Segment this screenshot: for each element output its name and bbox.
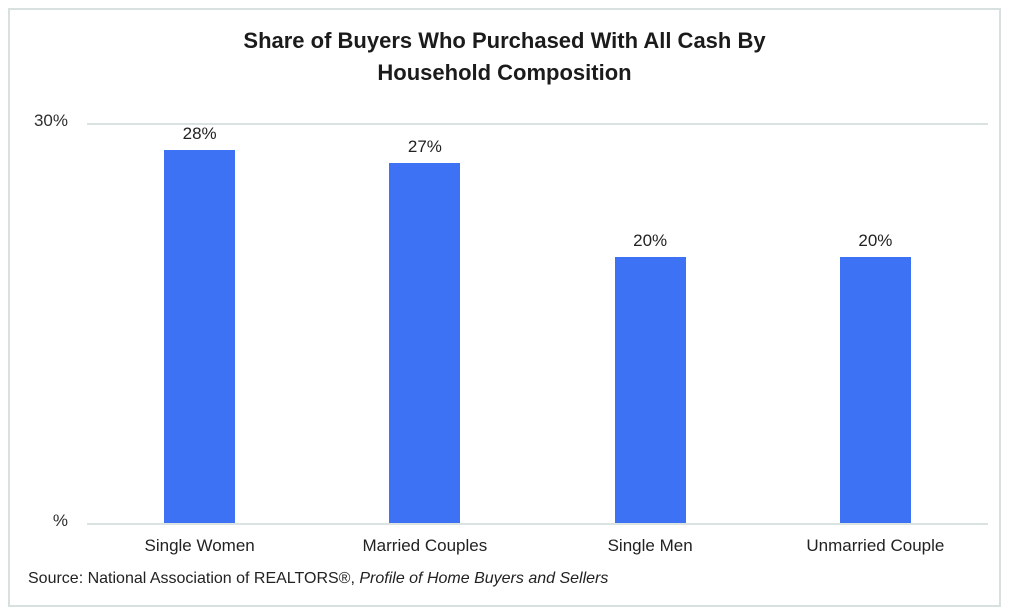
x-axis-label: Married Couples [362,536,488,555]
bar-column: 28% [87,123,312,525]
source-citation: Source: National Association of REALTORS… [28,570,608,588]
chart-title: Share of Buyers Who Purchased With All C… [0,25,1009,89]
bar-column: 27% [312,123,537,525]
bar-column: 20% [538,123,763,525]
bar-value-label: 20% [858,231,893,250]
chart-title-line-2: Household Composition [377,60,632,85]
bar-value-label: 28% [182,124,217,143]
bar [614,257,686,525]
bar-value-label: 20% [633,231,668,250]
x-axis-label: Unmarried Couple [806,536,945,555]
bar-value-label: 27% [407,137,442,156]
source-citation-publication: Profile of Home Buyers and Sellers [359,570,609,587]
x-axis-label: Single Men [607,536,693,555]
plot-area: 28% 27% 20% 20% [87,123,988,525]
y-axis-tick-30: 30% [33,111,68,130]
y-axis-tick-0: % [52,511,68,530]
x-axis-label: Single Women [144,536,255,555]
x-axis-baseline [87,523,988,525]
bar [839,257,911,525]
bar-column: 20% [763,123,988,525]
chart-title-line-1: Share of Buyers Who Purchased With All C… [243,28,766,53]
gridline-30pct [87,123,988,125]
bar [164,150,236,525]
x-axis-labels: Single Women Married Couples Single Men Unm… [87,536,988,556]
bar-series: 28% 27% 20% 20% [87,123,988,525]
bar [389,163,461,525]
source-citation-prefix: Source: National Association of REALTORS… [28,570,360,587]
